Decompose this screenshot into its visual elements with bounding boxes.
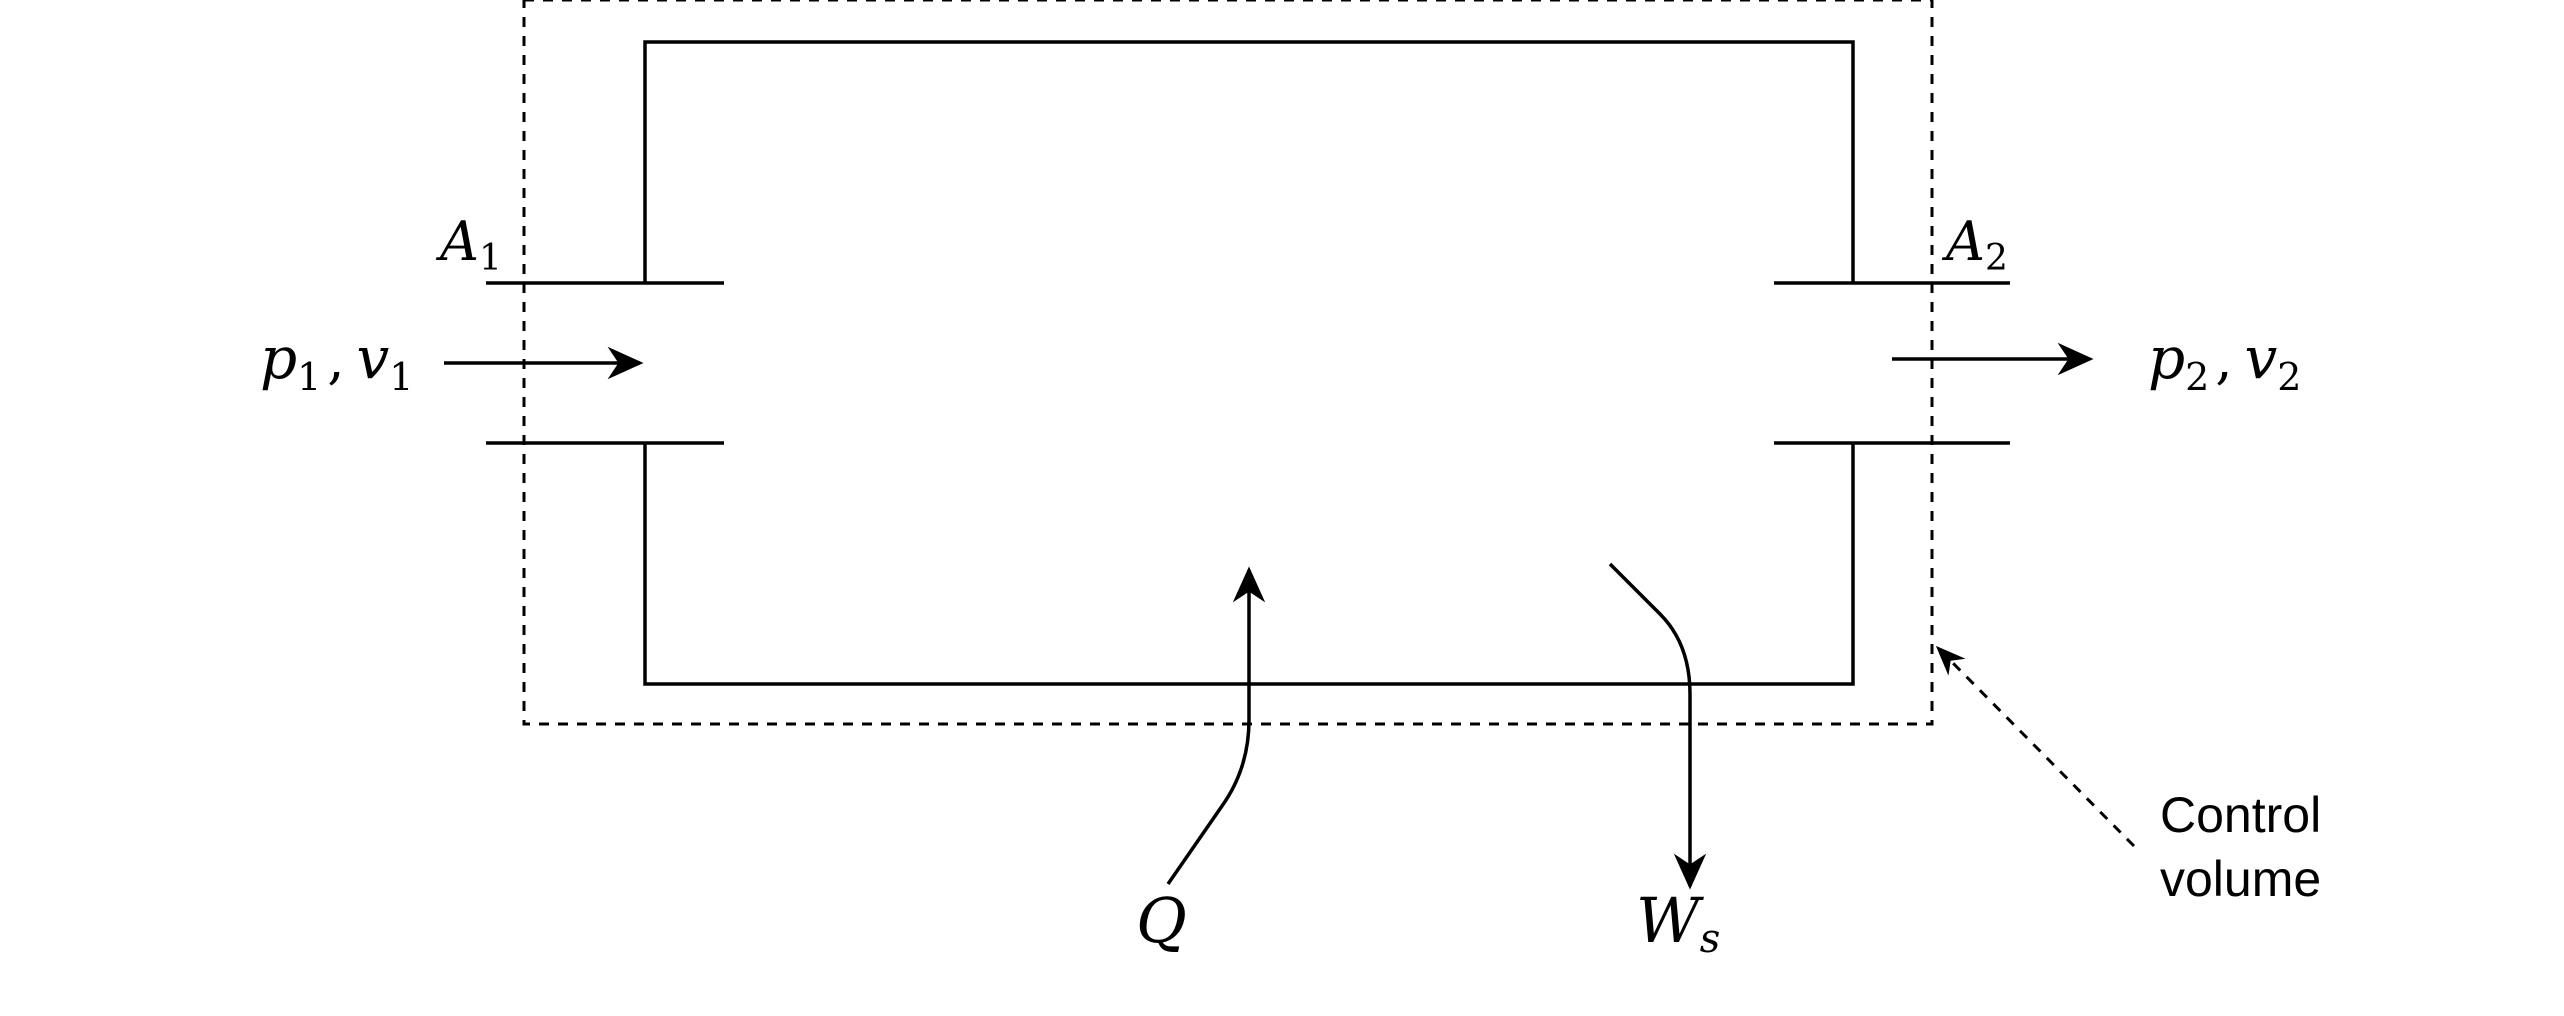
label-a1: A1 — [435, 210, 502, 279]
label-outlet-state: p2, v2 — [2148, 324, 2301, 399]
label-work: Ws — [1636, 884, 1720, 962]
label-heat: Q — [1136, 884, 1187, 957]
label-control-volume: Control volume — [2160, 787, 2335, 907]
shaft-work-arrow — [1608, 562, 1707, 890]
heat-transfer-arrow — [1166, 566, 1266, 885]
device-walls — [486, 40, 2010, 686]
control-volume-pointer — [1935, 645, 2136, 848]
label-a2: A2 — [1941, 210, 2008, 279]
control-volume-boundary — [522, 0, 1934, 726]
label-inlet-state: p1, v1 — [260, 324, 413, 399]
